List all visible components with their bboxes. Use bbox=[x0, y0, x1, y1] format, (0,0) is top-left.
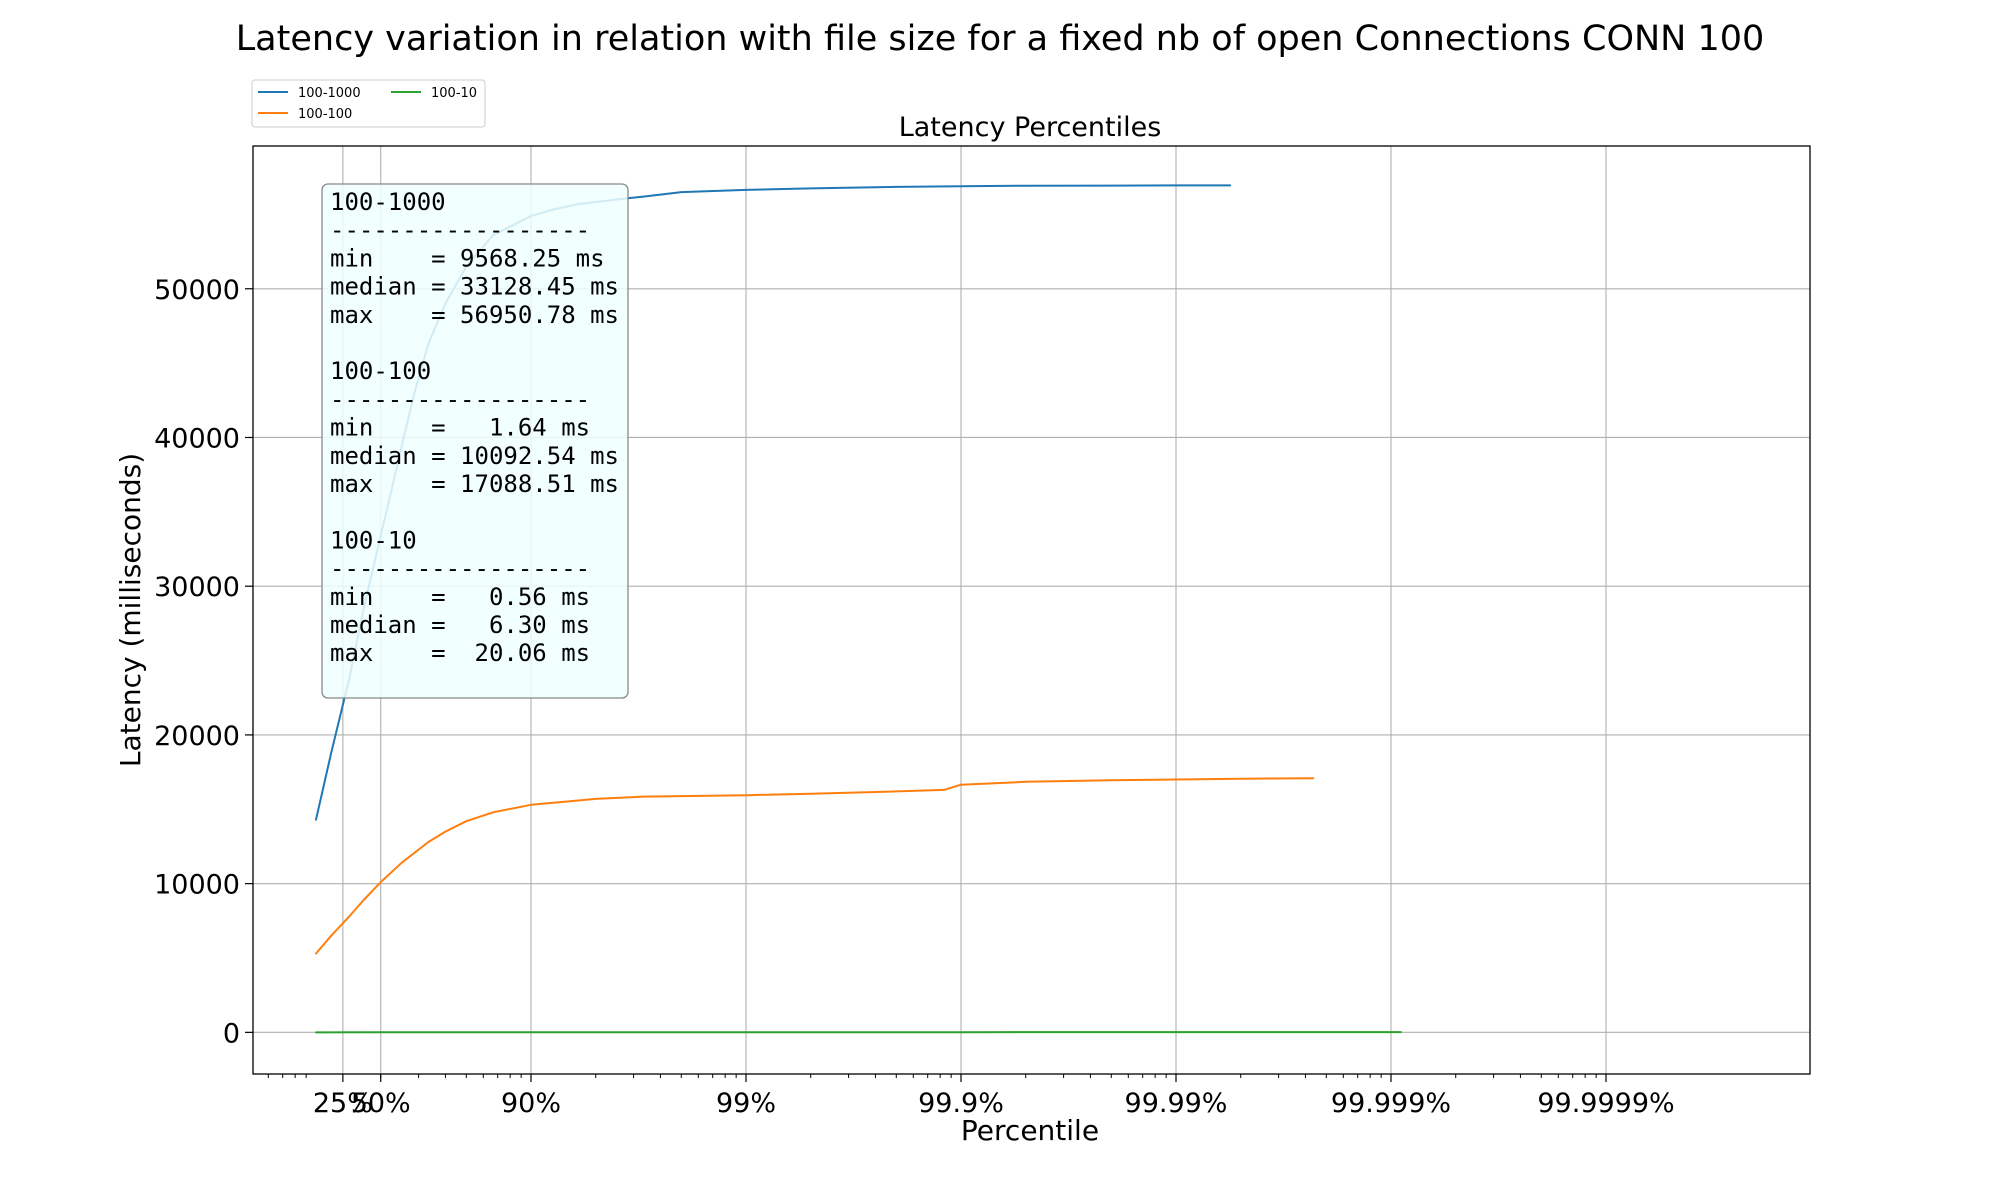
axes-title: Latency Percentiles bbox=[899, 112, 1162, 143]
chart-title: Latency variation in relation with file … bbox=[236, 19, 1765, 59]
stats-box-line: ------------------ bbox=[330, 216, 590, 244]
x-tick-label: 99.999% bbox=[1331, 1088, 1451, 1119]
y-axis-ticks: 0 10000 20000 30000 40000 50000 bbox=[154, 275, 253, 1049]
legend-label: 100-10 bbox=[431, 86, 477, 101]
y-tick-label: 50000 bbox=[154, 275, 240, 306]
stats-box-line: ------------------ bbox=[330, 385, 590, 413]
x-tick-label: 50% bbox=[351, 1088, 411, 1119]
y-axis-label: Latency (milliseconds) bbox=[114, 453, 147, 767]
stats-box-line: min = 9568.25 ms bbox=[330, 244, 605, 272]
x-axis-label: Percentile bbox=[961, 1114, 1099, 1147]
legend-label: 100-100 bbox=[298, 107, 352, 122]
x-tick-label: 99.99% bbox=[1125, 1088, 1228, 1119]
y-tick-label: 0 bbox=[223, 1018, 240, 1049]
y-tick-label: 20000 bbox=[154, 721, 240, 752]
stats-box-line: 100-1000 bbox=[330, 188, 446, 216]
stats-box-line: 100-100 bbox=[330, 357, 431, 385]
stats-box-line: max = 17088.51 ms bbox=[330, 470, 619, 498]
stats-box-line: ------------------ bbox=[330, 555, 590, 583]
y-tick-label: 10000 bbox=[154, 870, 240, 901]
stats-box-line: min = 0.56 ms bbox=[330, 583, 590, 611]
x-tick-label: 25% bbox=[313, 1088, 373, 1119]
x-tick-label: 99.9% bbox=[918, 1088, 1004, 1119]
stats-box-background bbox=[321, 183, 629, 699]
legend-frame bbox=[251, 79, 486, 128]
legend-label: 100-1000 bbox=[298, 86, 361, 101]
stats-box-line: median = 6.30 ms bbox=[330, 611, 590, 639]
stats-box-line: 100-10 bbox=[330, 526, 417, 554]
series-line-100-100 bbox=[315, 777, 1315, 955]
stats-box-line: median = 10092.54 ms bbox=[330, 442, 619, 470]
stats-box-line: max = 20.06 ms bbox=[330, 639, 590, 667]
stats-box-line: median = 33128.45 ms bbox=[330, 273, 619, 301]
stats-box-line: min = 1.64 ms bbox=[330, 414, 590, 442]
legend: 100-1000 100-100 100-10 bbox=[251, 79, 486, 128]
x-tick-label: 90% bbox=[501, 1088, 561, 1119]
x-tick-label: 99.9999% bbox=[1537, 1088, 1674, 1119]
stats-box: 100-1000------------------min = 9568.25 … bbox=[321, 183, 629, 699]
y-tick-label: 30000 bbox=[154, 572, 240, 603]
y-tick-label: 40000 bbox=[154, 423, 240, 454]
x-tick-label: 99% bbox=[716, 1088, 776, 1119]
plot-frame bbox=[252, 145, 1811, 1075]
stats-box-line: max = 56950.78 ms bbox=[330, 301, 619, 329]
x-axis-ticks: 25%50% 90% 99% 99.9% 99.99% 99.999% 99.9999% bbox=[267, 1074, 1675, 1119]
